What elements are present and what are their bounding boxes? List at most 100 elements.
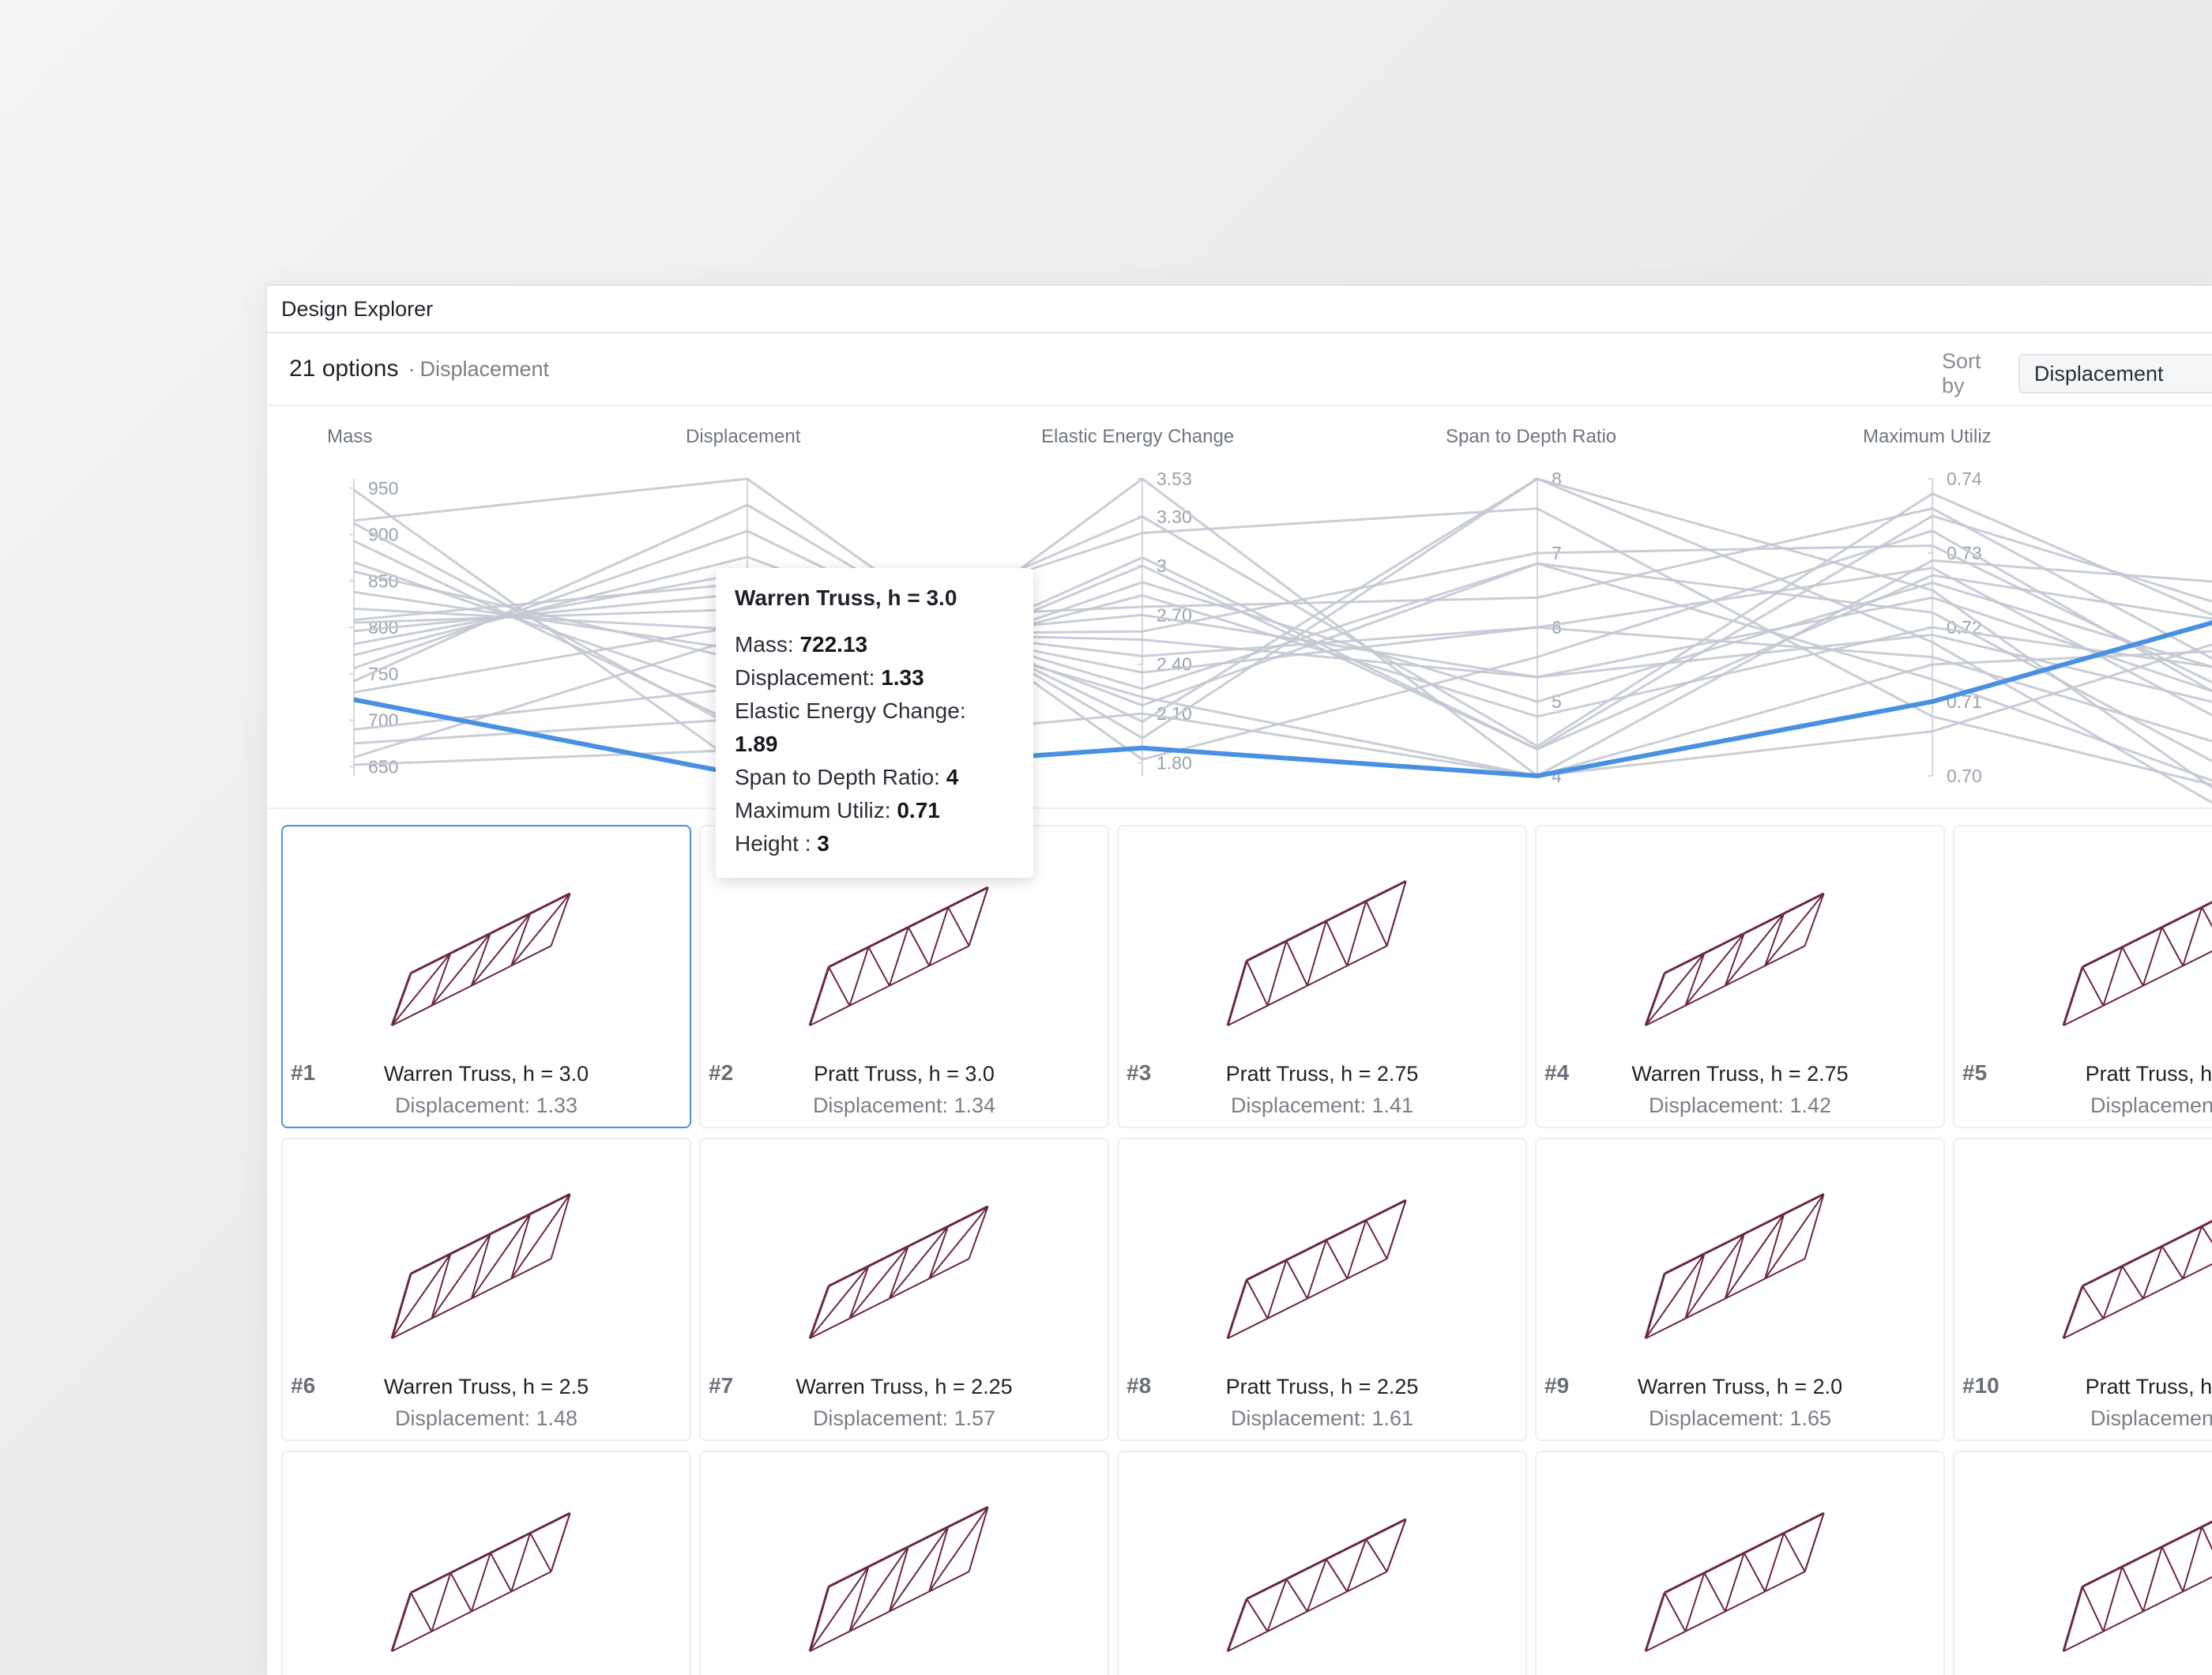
parallel-coordinates-chart[interactable]: Mass950900850800750700650Displacement1.4… <box>267 406 2212 878</box>
option-card[interactable] <box>281 1451 691 1675</box>
option-displacement: Displacement: 1.42 <box>1648 1093 1832 1117</box>
option-card[interactable]: #1 Warren Truss, h = 3.0 Displacement: 1.3… <box>281 825 691 1128</box>
option-name: Warren Truss, h = 2.75 <box>1631 1062 1849 1086</box>
option-line[interactable] <box>353 477 2212 809</box>
option-displacement: Displacement: 1.33 <box>394 1093 578 1117</box>
parallel-coordinates-svg[interactable]: Mass950900850800750700650Displacement1.4… <box>267 406 2212 809</box>
option-card[interactable] <box>1117 1451 1527 1675</box>
option-card[interactable] <box>1535 1451 1945 1675</box>
truss-icon <box>1644 1192 1825 1339</box>
option-displacement: Displacement: 1.48 <box>394 1406 578 1430</box>
tooltip-row-utilization: Maximum Utiliz: 0.71 <box>735 798 940 822</box>
option-line[interactable] <box>353 477 2212 809</box>
option-name: Warren Truss, h = 2.5 <box>383 1375 589 1398</box>
truss-icon <box>808 1205 989 1339</box>
tooltip-row-height: Height : 3 <box>735 831 830 856</box>
truss-icon <box>808 1505 989 1652</box>
design-explorer-window: Design Explorer 21 options · Displacemen… <box>265 284 2212 1675</box>
option-line[interactable] <box>353 522 2212 751</box>
axis-title[interactable]: Elastic Energy Change <box>1041 426 1234 447</box>
truss-icon <box>1226 1518 1407 1652</box>
option-line[interactable] <box>353 507 2212 721</box>
tooltip-row-displacement: Displacement: 1.33 <box>735 665 924 690</box>
options-count: 21 options <box>289 356 399 382</box>
highlighted-option-line[interactable] <box>353 590 2212 779</box>
option-displacement: Displacement: 1.41 <box>1230 1093 1414 1117</box>
option-card[interactable]: #4 Warren Truss, h = 2.75 Displacement: 1.… <box>1535 825 1945 1128</box>
axis-title[interactable]: Span to Depth Ratio <box>1446 426 1616 447</box>
truss-icon <box>2062 1220 2212 1339</box>
tick-label: 0.73 <box>1947 543 1982 563</box>
window-title: Design Explorer <box>281 296 434 321</box>
tick-label: 650 <box>368 756 398 777</box>
truss-icon <box>390 892 571 1026</box>
option-displacement: Displacement: 1.61 <box>1230 1406 1414 1430</box>
sort-control: Sort by Displacement <box>1942 349 2212 398</box>
truss-icon <box>1226 1199 1407 1339</box>
option-line[interactable] <box>353 492 2212 748</box>
design-options-grid: #1 Warren Truss, h = 3.0 Displacement: 1.3… <box>281 825 2212 1675</box>
axis-title[interactable]: Maximum Utiliz <box>1863 426 1992 447</box>
option-line[interactable] <box>353 609 2212 777</box>
chart-tooltip: Warren Truss, h = 3.0 Mass: 722.13 Displ… <box>716 568 1033 878</box>
option-rank: #8 <box>1127 1373 1152 1398</box>
option-rank: #5 <box>1962 1060 1988 1085</box>
tick-label: 2.40 <box>1157 654 1192 675</box>
sort-label: Sort by <box>1942 349 1981 397</box>
option-card[interactable]: #2 Pratt Truss, h = 3.0 Displacement: 1.34 <box>699 825 1109 1128</box>
option-line[interactable] <box>353 477 2212 761</box>
option-displacement: Displacement: <box>2090 1093 2212 1117</box>
option-line[interactable] <box>353 581 2212 745</box>
tick-label: 0.74 <box>1947 469 1982 489</box>
option-card[interactable]: #9 Warren Truss, h = 2.0 Displacement: 1.6… <box>1535 1138 1945 1441</box>
option-rank: #4 <box>1544 1060 1570 1085</box>
option-rank: #9 <box>1544 1373 1570 1398</box>
option-name: Warren Truss, h = 2.0 <box>1637 1375 1843 1398</box>
option-line[interactable] <box>353 544 2212 758</box>
option-line[interactable] <box>353 590 2212 729</box>
truss-icon <box>2062 901 2212 1026</box>
axis-title[interactable]: Mass <box>327 426 372 447</box>
tooltip-row-energy: Elastic Energy Change: 1.89 <box>735 698 966 756</box>
option-card[interactable]: #8 Pratt Truss, h = 2.25 Displacement: 1.6… <box>1117 1138 1527 1441</box>
tooltip-title: Warren Truss, h = 3.0 <box>735 585 957 610</box>
option-card[interactable]: #5 Pratt Truss, h = Displacement: <box>1953 825 2212 1128</box>
tick-label: 6 <box>1552 617 1562 638</box>
option-rank: #1 <box>291 1060 316 1085</box>
truss-icon <box>1644 892 1825 1026</box>
option-displacement: Displacement: 1.57 <box>812 1406 996 1430</box>
option-line[interactable] <box>353 562 2212 809</box>
sort-select-value: Displacement <box>2033 361 2164 386</box>
option-rank: #3 <box>1127 1060 1152 1085</box>
option-name: Warren Truss, h = 3.0 <box>383 1062 589 1086</box>
results-header: 21 options · Displacement Sort by Displa… <box>267 333 2212 406</box>
truss-icon <box>808 886 989 1026</box>
option-rank: #6 <box>291 1373 316 1398</box>
option-card[interactable]: #10 Pratt Truss, h = Displacement: <box>1953 1138 2212 1441</box>
tick-label: 3.30 <box>1157 506 1192 527</box>
tick-label: 1.80 <box>1157 752 1192 773</box>
truss-icon <box>390 1511 571 1652</box>
truss-icon <box>2062 1520 2212 1652</box>
option-line[interactable] <box>353 608 2212 730</box>
option-name: Pratt Truss, h = 3.0 <box>814 1062 995 1086</box>
option-card[interactable] <box>1953 1451 2212 1675</box>
axis-title[interactable]: Displacement <box>686 426 801 447</box>
option-line[interactable] <box>353 582 2212 777</box>
option-card[interactable]: #6 Warren Truss, h = 2.5 Displacement: 1.4… <box>281 1138 691 1441</box>
tick-label: 0.70 <box>1947 766 1982 786</box>
option-card[interactable]: #7 Warren Truss, h = 2.25 Displacement: 1.… <box>699 1138 1109 1441</box>
option-line[interactable] <box>353 507 2212 809</box>
option-name: Pratt Truss, h = <box>2085 1375 2212 1398</box>
option-rank: #7 <box>709 1373 734 1398</box>
option-name: Warren Truss, h = 2.25 <box>796 1375 1013 1398</box>
option-card[interactable] <box>699 1451 1109 1675</box>
tooltip-row-mass: Mass: 722.13 <box>735 632 868 657</box>
option-line[interactable] <box>353 555 2212 809</box>
title-bar: Design Explorer <box>267 286 2212 333</box>
option-displacement: Displacement: 1.65 <box>1648 1406 1832 1430</box>
truss-icon <box>390 1192 571 1339</box>
sort-select[interactable]: Displacement <box>2018 354 2212 393</box>
tick-label: 950 <box>368 478 398 499</box>
option-card[interactable]: #3 Pratt Truss, h = 2.75 Displacement: 1.4… <box>1117 825 1527 1128</box>
